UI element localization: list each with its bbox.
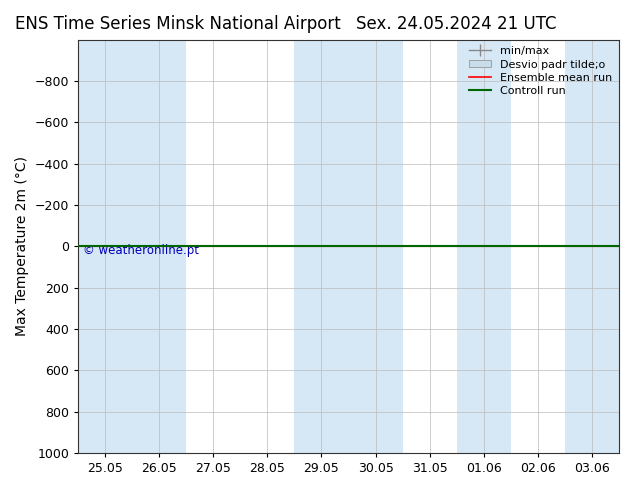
Bar [456,40,511,453]
Text: Sex. 24.05.2024 21 UTC: Sex. 24.05.2024 21 UTC [356,15,557,33]
Bar [565,40,619,453]
Y-axis label: Max Temperature 2m (°C): Max Temperature 2m (°C) [15,156,29,336]
Text: © weatheronline.pt: © weatheronline.pt [84,244,200,257]
Legend: min/max, Desvio padr tilde;o, Ensemble mean run, Controll run: min/max, Desvio padr tilde;o, Ensemble m… [465,42,617,100]
Bar [78,40,132,453]
Text: ENS Time Series Minsk National Airport: ENS Time Series Minsk National Airport [15,15,340,33]
Bar [294,40,349,453]
Bar [132,40,186,453]
Bar [349,40,403,453]
